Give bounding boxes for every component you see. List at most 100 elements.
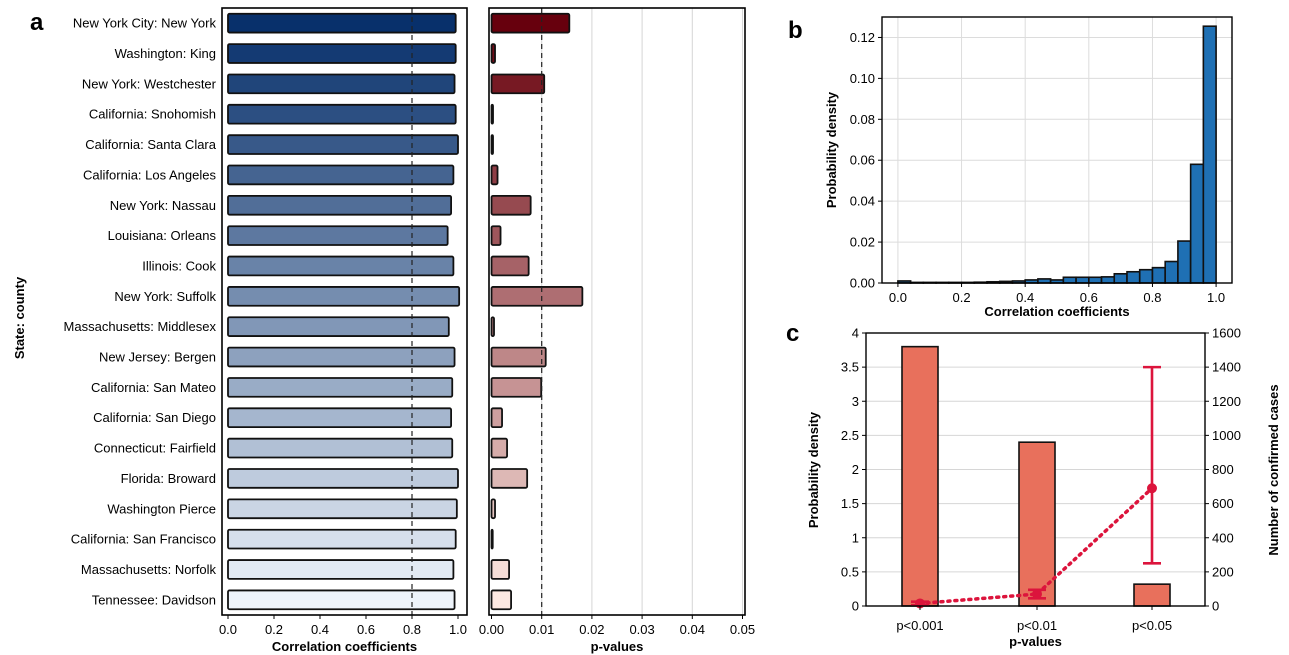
histogram-bar (1151, 266, 1166, 284)
correlation-bar (227, 164, 455, 186)
pvalue-bar (490, 103, 494, 125)
axes-frame (488, 7, 746, 616)
pvalue-bar (490, 468, 529, 489)
pvalue-bar (490, 407, 503, 429)
correlation-bar (227, 43, 457, 64)
category-label: New York: Nassau (110, 198, 216, 213)
y2-tick-label: 600 (1212, 496, 1234, 511)
x-tick-label: 0.03 (629, 622, 654, 637)
x-tick-label: p<0.001 (896, 618, 943, 633)
panel-label-b: b (788, 17, 803, 44)
y2-tick-label: 200 (1212, 564, 1234, 579)
y-tick-label: 3 (852, 394, 859, 409)
y-tick-label: 0.04 (850, 194, 875, 209)
x-tick-label: 0.2 (265, 622, 283, 637)
x-tick-label: 0.0 (219, 622, 237, 637)
correlation-bar (227, 589, 456, 611)
category-label: California: San Diego (93, 410, 216, 425)
histogram-bar (1202, 25, 1217, 284)
y-tick-label: 4 (852, 326, 859, 341)
x-tick-label: 0.4 (1016, 290, 1034, 305)
pvalue-bar (490, 255, 530, 277)
category-label: California: San Mateo (91, 380, 216, 395)
x-tick-label: p<0.01 (1017, 618, 1057, 633)
x-tick-label: 0.6 (357, 622, 375, 637)
category-label: Tennessee: Davidson (92, 592, 216, 607)
correlation-bar (227, 437, 454, 459)
correlation-bar (227, 134, 459, 155)
category-label: California: Los Angeles (83, 167, 216, 182)
pvalue-bar (490, 316, 495, 337)
y2-tick-label: 1000 (1212, 428, 1241, 443)
category-label: New York: Westchester (82, 76, 217, 91)
y2-tick-label: 400 (1212, 530, 1234, 545)
y-tick-label: 1.5 (841, 496, 859, 511)
pvalue-bar (490, 164, 499, 186)
y-tick-label: 0.12 (850, 30, 875, 45)
y2-tick-label: 1200 (1212, 394, 1241, 409)
pvalue-bar (490, 498, 496, 520)
x-axis-label: p-values (1009, 634, 1062, 649)
correlation-bar (227, 225, 449, 246)
y2-tick-label: 0 (1212, 599, 1219, 614)
correlation-bar (227, 346, 456, 368)
pvalue-bar (490, 559, 510, 580)
panel-a-correlation-chart: New York City: New York Washington: King N… (12, 7, 468, 654)
category-label: Illinois: Cook (142, 258, 216, 273)
density-bar (1018, 441, 1056, 607)
density-bar (901, 345, 939, 607)
y2-axis-label: Number of confirmed cases (1266, 384, 1281, 555)
x-tick-label: p<0.05 (1132, 618, 1172, 633)
category-label: New York: Suffolk (114, 289, 216, 304)
correlation-bar (227, 528, 457, 550)
x-tick-label: 0.05 (730, 622, 755, 637)
y-tick-label: 0.00 (850, 276, 875, 291)
y-axis-label: State: county (12, 276, 27, 359)
category-label: Florida: Broward (121, 471, 216, 486)
histogram-bar (1126, 270, 1141, 284)
correlation-bar (227, 103, 457, 125)
category-label: Washington: King (115, 46, 216, 61)
pvalue-bar (490, 225, 502, 246)
category-label: New Jersey: Bergen (99, 350, 216, 365)
y-tick-label: 1 (852, 530, 859, 545)
x-tick-label: 0.4 (311, 622, 329, 637)
pvalue-bar (490, 528, 494, 550)
x-tick-label: 0.00 (479, 622, 504, 637)
x-tick-label: 0.8 (403, 622, 421, 637)
histogram-bar (1113, 272, 1128, 284)
pvalue-bar (490, 194, 532, 216)
y2-tick-label: 1400 (1212, 360, 1241, 375)
correlation-bar (227, 194, 453, 216)
histogram-bar (1100, 276, 1116, 284)
y-tick-label: 0.5 (841, 564, 859, 579)
panel-a-pvalue-chart: 0.00 0.01 0.02 0.03 0.04 0.05 p-values (479, 7, 755, 654)
correlation-bar (227, 255, 455, 277)
correlation-bar (227, 73, 456, 95)
x-tick-label: 0.6 (1080, 290, 1098, 305)
y2-tick-label: 1600 (1212, 326, 1241, 341)
category-label: California: San Francisco (71, 532, 216, 547)
y-tick-label: 2.5 (841, 428, 859, 443)
correlation-bar (227, 407, 453, 429)
correlation-bar (227, 559, 455, 580)
y-axis-label: Probability density (824, 91, 839, 208)
histogram-bar (1088, 276, 1103, 284)
pvalue-bar (490, 346, 547, 368)
cases-point (1147, 483, 1157, 494)
x-tick-label: 0.02 (579, 622, 604, 637)
panel-label-a: a (30, 9, 44, 36)
pvalue-bar (490, 43, 496, 64)
category-label: California: Santa Clara (85, 137, 217, 152)
x-tick-label: 0.01 (529, 622, 554, 637)
y-tick-label: 2 (852, 462, 859, 477)
pvalue-bar (490, 377, 543, 398)
panel-b-histogram: 0.0 0.2 0.4 0.6 0.8 1.0 0.00 0.02 0.04 0.06 0.08 0.… (824, 16, 1233, 319)
histogram-bar (1138, 268, 1154, 284)
correlation-bar (227, 286, 461, 307)
axes-frame (881, 16, 1233, 284)
histogram-bar (1177, 240, 1192, 284)
correlation-bar (227, 377, 454, 398)
x-tick-label: 1.0 (1207, 290, 1225, 305)
